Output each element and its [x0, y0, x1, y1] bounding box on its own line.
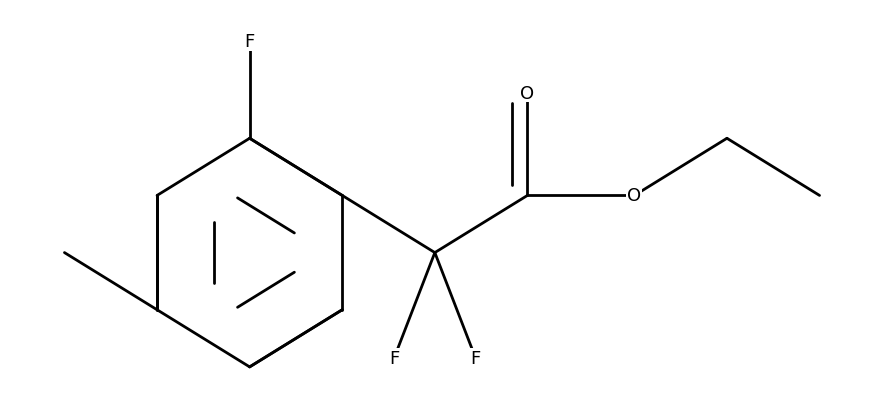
Text: O: O: [628, 187, 642, 205]
Text: F: F: [245, 33, 255, 51]
Text: F: F: [470, 349, 481, 367]
Text: O: O: [521, 84, 535, 102]
Text: F: F: [389, 349, 400, 367]
